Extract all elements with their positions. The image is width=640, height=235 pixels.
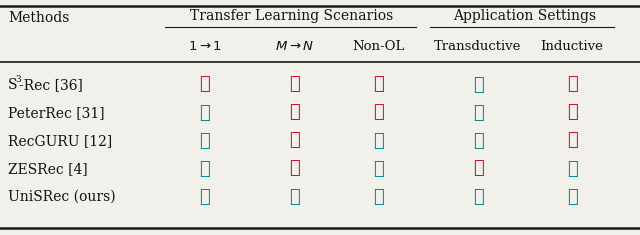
Text: ✔: ✔ (200, 132, 211, 150)
Text: ✘: ✘ (472, 159, 483, 177)
Text: ✘: ✘ (200, 75, 211, 93)
Text: ✔: ✔ (566, 160, 577, 178)
Text: ✘: ✘ (290, 131, 300, 149)
Text: ✘: ✘ (372, 75, 383, 93)
Text: RecGURU [12]: RecGURU [12] (8, 134, 112, 148)
Text: ✘: ✘ (372, 103, 383, 121)
Text: ✘: ✘ (290, 103, 300, 121)
Text: Inductive: Inductive (541, 40, 604, 54)
Text: Non-OL: Non-OL (352, 40, 404, 54)
Text: Methods: Methods (8, 11, 69, 25)
Text: ✘: ✘ (290, 75, 300, 93)
Text: ✘: ✘ (566, 75, 577, 93)
Text: ✔: ✔ (200, 104, 211, 122)
Text: ✔: ✔ (472, 188, 483, 206)
Text: Transductive: Transductive (435, 40, 522, 54)
Text: ✘: ✘ (566, 131, 577, 149)
Text: ✔: ✔ (566, 188, 577, 206)
Text: ✔: ✔ (372, 160, 383, 178)
Text: PeterRec [31]: PeterRec [31] (8, 106, 104, 120)
Text: Transfer Learning Scenarios: Transfer Learning Scenarios (190, 9, 393, 23)
Text: ✔: ✔ (372, 132, 383, 150)
Text: ✔: ✔ (472, 76, 483, 94)
Text: S: S (8, 78, 17, 92)
Text: Application Settings: Application Settings (453, 9, 596, 23)
Text: 3: 3 (15, 75, 21, 85)
Text: ZESRec [4]: ZESRec [4] (8, 162, 88, 176)
Text: ✘: ✘ (566, 103, 577, 121)
Text: UniSRec (ours): UniSRec (ours) (8, 190, 116, 204)
Text: ✔: ✔ (200, 188, 211, 206)
Text: ✔: ✔ (290, 188, 300, 206)
Text: ✔: ✔ (372, 188, 383, 206)
Text: ✘: ✘ (290, 159, 300, 177)
Text: ✔: ✔ (200, 160, 211, 178)
Text: $M \rightarrow N$: $M \rightarrow N$ (275, 40, 315, 54)
Text: -Rec [36]: -Rec [36] (19, 78, 83, 92)
Text: ✔: ✔ (472, 104, 483, 122)
Text: $1 \rightarrow 1$: $1 \rightarrow 1$ (188, 40, 222, 54)
Text: ✔: ✔ (472, 132, 483, 150)
